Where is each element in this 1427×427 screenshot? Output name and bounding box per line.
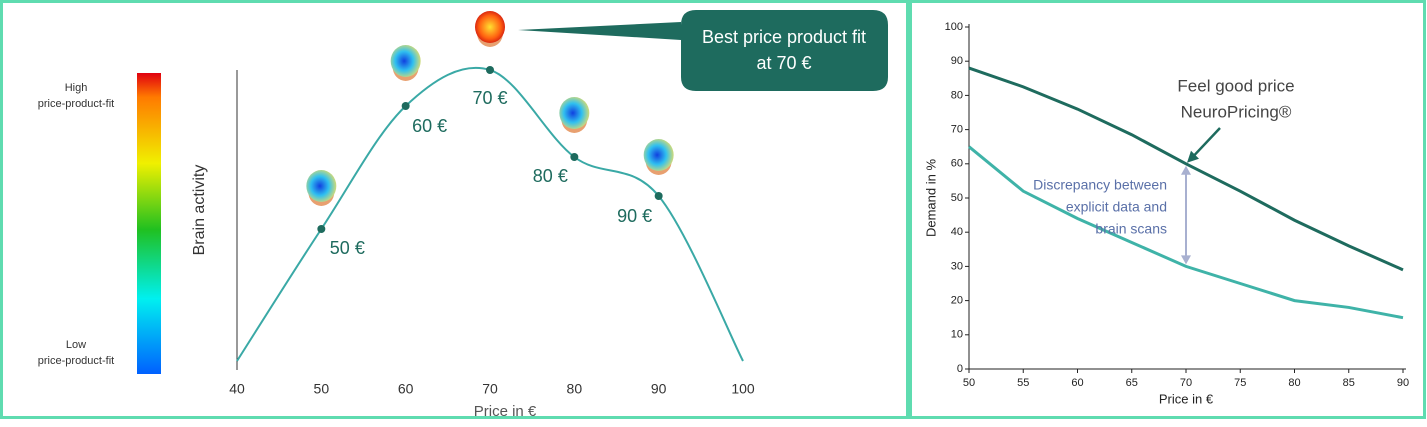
head-icon [643, 139, 674, 171]
head-icon [306, 170, 337, 202]
data-point [486, 66, 494, 74]
x-axis-label: Price in € [1159, 391, 1214, 406]
scale-label: price-product-fit [38, 355, 114, 367]
annotation: Feel good price [1177, 76, 1294, 95]
x-tick-label: 100 [731, 381, 755, 397]
y-tick-label: 90 [951, 55, 963, 67]
data-point [317, 225, 326, 233]
x-tick-label: 60 [1071, 377, 1083, 389]
y-tick-label: 70 [951, 124, 963, 136]
x-tick-label: 50 [963, 377, 975, 389]
x-tick-label: 55 [1017, 377, 1029, 389]
y-tick-label: 40 [951, 226, 963, 238]
data-line [236, 66, 744, 362]
data-line [968, 66, 1404, 272]
x-tick-label: 85 [1343, 377, 1355, 389]
y-tick-label: 100 [945, 21, 963, 33]
scale-label: price-product-fit [38, 98, 114, 110]
y-tick-label: 20 [951, 295, 963, 307]
y-tick-label: 30 [951, 260, 963, 272]
x-tick-label: 90 [1397, 377, 1409, 389]
x-tick-label: 80 [567, 381, 583, 397]
x-tick-label: 70 [482, 381, 498, 397]
annotation: Discrepancy between [1033, 177, 1167, 193]
y-tick-label: 10 [951, 329, 963, 341]
data-point [570, 153, 579, 161]
callout-text: Best price product fit [702, 27, 866, 47]
arrow-head [1187, 150, 1199, 163]
x-tick-label: 40 [229, 381, 245, 397]
point-label: 80 € [533, 166, 568, 186]
x-tick-label: 90 [651, 381, 667, 397]
data-point [654, 192, 663, 200]
arrow [1189, 127, 1221, 161]
head-icon [475, 11, 505, 43]
y-axis-label: Brain activity [191, 165, 208, 256]
y-tick-label: 80 [951, 89, 963, 101]
data-point [401, 102, 410, 110]
color-scale [137, 73, 161, 374]
panel-border [909, 0, 1426, 419]
point-label: 70 € [472, 88, 507, 108]
x-tick-label: 75 [1234, 377, 1246, 389]
point-label: 60 € [412, 116, 447, 136]
x-tick-label: 60 [398, 381, 414, 397]
annotation: NeuroPricing® [1181, 102, 1292, 121]
point-label: 50 € [330, 238, 365, 258]
data-line [968, 145, 1404, 320]
y-tick-label: 50 [951, 192, 963, 204]
point-label: 90 € [617, 206, 652, 226]
callout-text: at 70 € [756, 53, 811, 73]
x-tick-label: 70 [1180, 377, 1192, 389]
x-tick-label: 50 [314, 381, 330, 397]
x-axis-label: Price in € [474, 403, 537, 420]
y-tick-label: 0 [957, 363, 963, 375]
y-tick-label: 60 [951, 158, 963, 170]
head-icon [559, 97, 590, 129]
callout-box [518, 10, 888, 91]
x-tick-label: 65 [1126, 377, 1138, 389]
annotation: brain scans [1095, 221, 1167, 237]
y-axis-label: Demand in % [923, 159, 938, 237]
annotation: explicit data and [1066, 199, 1167, 215]
scale-label: High [65, 82, 88, 94]
head-icon [390, 45, 421, 77]
x-tick-label: 80 [1288, 377, 1300, 389]
panel-border [0, 0, 909, 419]
scale-label: Low [66, 339, 86, 351]
